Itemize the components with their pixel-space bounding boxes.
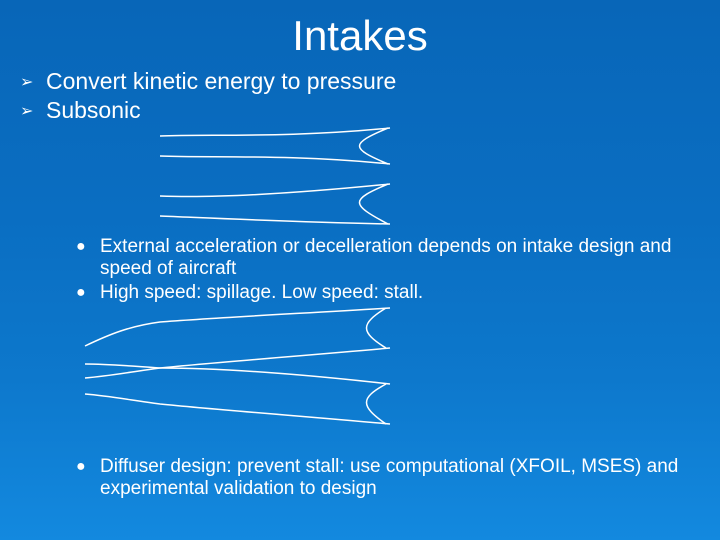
dot-icon: ● xyxy=(76,456,100,476)
bullet-text: Diffuser design: prevent stall: use comp… xyxy=(100,456,700,500)
bullet-text: Subsonic xyxy=(46,97,141,124)
arrow-icon: ➢ xyxy=(20,97,46,121)
dot-icon: ● xyxy=(76,236,100,256)
arrow-icon: ➢ xyxy=(20,68,46,92)
flow-spillage-sketch xyxy=(80,306,460,436)
bullet-text: External acceleration or decelleration d… xyxy=(100,236,700,280)
diagram-flow-spillage xyxy=(20,306,700,456)
dot-icon: ● xyxy=(76,282,100,302)
page-title: Intakes xyxy=(0,0,720,68)
content-area: ➢ Convert kinetic energy to pressure ➢ S… xyxy=(0,68,720,500)
diagram-intake-profiles xyxy=(20,126,700,236)
bullet-lvl2: ● Diffuser design: prevent stall: use co… xyxy=(76,456,700,500)
bullet-text: Convert kinetic energy to pressure xyxy=(46,68,396,95)
bullet-lvl1: ➢ Subsonic xyxy=(20,97,700,124)
intake-profile-sketch xyxy=(150,126,410,236)
bullet-text: High speed: spillage. Low speed: stall. xyxy=(100,282,423,304)
bullet-lvl1: ➢ Convert kinetic energy to pressure xyxy=(20,68,700,95)
bullet-lvl2: ● High speed: spillage. Low speed: stall… xyxy=(76,282,700,304)
bullet-lvl2: ● External acceleration or decelleration… xyxy=(76,236,700,280)
